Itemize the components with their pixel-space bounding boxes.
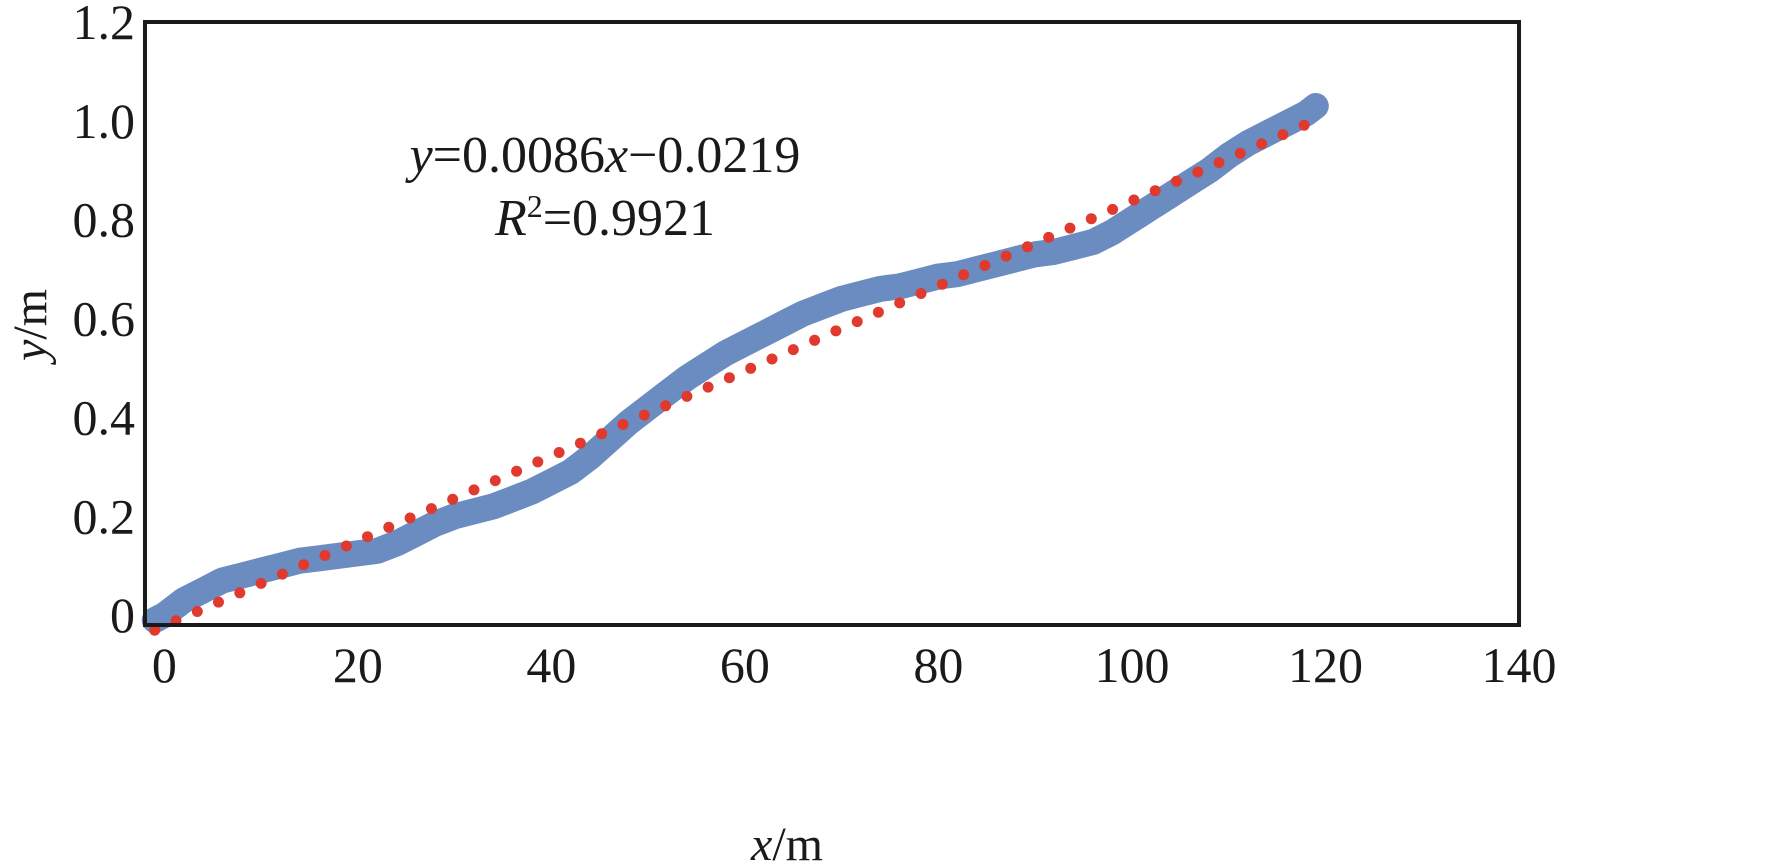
fit-point xyxy=(936,278,948,290)
fit-point xyxy=(1000,250,1012,262)
fit-point xyxy=(894,297,906,309)
fit-point xyxy=(340,540,352,552)
fit-point xyxy=(362,531,373,543)
y-tick-0.4: 0.4 xyxy=(73,389,136,445)
x-tick-0: 0 xyxy=(152,637,177,693)
x-tick-140: 140 xyxy=(1482,637,1557,693)
fit-point xyxy=(702,381,714,393)
fit-point xyxy=(617,419,629,430)
fit-point xyxy=(745,362,757,374)
fit-point xyxy=(234,587,246,599)
x-axis-label: x/m xyxy=(750,818,823,868)
fit-point xyxy=(1256,138,1268,150)
fit-point xyxy=(1107,203,1119,215)
fit-point xyxy=(213,596,224,608)
y-axis-label: y/m xyxy=(4,289,57,366)
x-tick-60: 60 xyxy=(720,637,770,693)
r-squared: R2=0.9921 xyxy=(494,188,715,247)
fit-point xyxy=(1128,194,1140,206)
fit-point xyxy=(1022,241,1033,253)
fit-point xyxy=(447,493,459,505)
y-tick-0.6: 0.6 xyxy=(73,291,136,347)
y-tick-labels: 0 0.2 0.4 0.6 0.8 1.0 1.2 xyxy=(73,0,136,643)
fit-point xyxy=(383,521,395,533)
x-tick-120: 120 xyxy=(1288,637,1363,693)
fit-point xyxy=(809,334,821,346)
fit-point xyxy=(489,475,501,487)
fit-point xyxy=(830,325,842,337)
fit-equation: y=0.0086x−0.0219 xyxy=(405,127,801,184)
fit-point xyxy=(1277,129,1289,141)
y-tick-0.8: 0.8 xyxy=(73,192,136,248)
plot-frame xyxy=(143,20,1521,627)
fit-point xyxy=(979,260,991,271)
measured-series-line xyxy=(141,93,1329,634)
fit-point xyxy=(1171,175,1182,187)
fit-point xyxy=(425,503,437,515)
x-tick-20: 20 xyxy=(333,637,383,693)
fit-point xyxy=(958,269,970,281)
fit-point xyxy=(553,447,565,458)
y-tick-1.0: 1.0 xyxy=(73,93,136,149)
fit-point xyxy=(596,428,608,440)
y-tick-0.2: 0.2 xyxy=(73,488,136,544)
fit-point xyxy=(149,624,161,636)
fit-point xyxy=(872,306,884,318)
fit-point xyxy=(660,400,672,412)
fit-point xyxy=(532,456,544,468)
fit-point xyxy=(787,344,799,356)
fit-point xyxy=(255,577,267,589)
fit-point xyxy=(1043,231,1055,243)
fit-point xyxy=(915,288,927,299)
fit-point xyxy=(638,409,650,421)
x-tick-labels: 0 20 40 60 80 100 120 140 xyxy=(152,637,1557,693)
fit-point xyxy=(1192,166,1204,178)
plot-area xyxy=(141,93,1329,636)
fit-point xyxy=(851,316,863,328)
fit-point xyxy=(574,437,586,449)
fit-point xyxy=(1149,185,1161,197)
y-tick-1.2: 1.2 xyxy=(73,0,136,50)
fit-point xyxy=(276,568,288,580)
fit-point xyxy=(1298,119,1310,131)
fit-point xyxy=(319,549,331,561)
fit-point xyxy=(1085,213,1097,225)
fit-point xyxy=(1064,222,1076,234)
x-tick-80: 80 xyxy=(913,637,963,693)
fit-point xyxy=(1234,147,1246,159)
fit-point xyxy=(468,484,480,496)
y-tick-0: 0 xyxy=(110,587,135,643)
fit-point xyxy=(511,465,523,477)
x-tick-40: 40 xyxy=(526,637,576,693)
fit-point xyxy=(298,559,310,571)
fit-point xyxy=(191,606,203,617)
fit-point xyxy=(766,353,778,365)
x-tick-100: 100 xyxy=(1094,637,1169,693)
fit-point xyxy=(1213,157,1225,169)
fit-point xyxy=(404,512,416,524)
fit-point xyxy=(723,372,735,384)
fit-point xyxy=(681,390,693,402)
